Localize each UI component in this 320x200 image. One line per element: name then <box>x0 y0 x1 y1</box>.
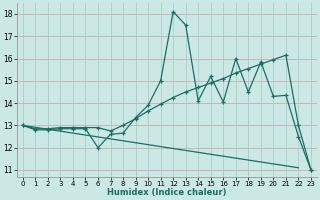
X-axis label: Humidex (Indice chaleur): Humidex (Indice chaleur) <box>107 188 227 197</box>
